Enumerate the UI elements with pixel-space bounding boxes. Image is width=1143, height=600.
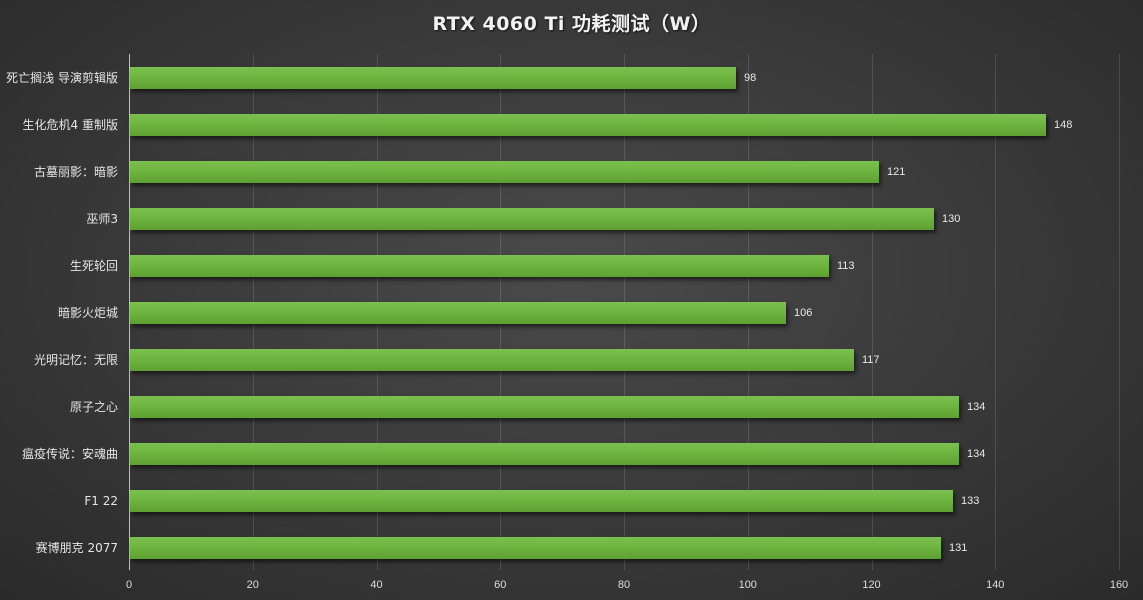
x-tick-label: 140 — [986, 579, 1005, 591]
bar — [130, 302, 786, 324]
bar — [130, 255, 829, 277]
bar-value-label: 134 — [967, 401, 986, 413]
gridline — [1119, 54, 1120, 570]
bar-value-label: 130 — [942, 213, 961, 225]
bar-value-label: 131 — [949, 542, 968, 554]
bar — [130, 208, 934, 230]
bar — [130, 490, 953, 512]
x-tick-label: 40 — [370, 579, 383, 591]
y-axis-line — [129, 54, 130, 570]
x-tick-label: 160 — [1109, 579, 1129, 591]
gridline — [995, 54, 996, 570]
bar-value-label: 121 — [887, 166, 906, 178]
x-tick-label: 80 — [617, 579, 631, 591]
bar — [130, 161, 879, 183]
bar-value-label: 134 — [967, 448, 986, 460]
category-label: 瘟疫传说：安魂曲 — [21, 447, 118, 461]
category-label: 生化危机4 重制版 — [22, 118, 118, 132]
bar-value-label: 117 — [862, 354, 880, 366]
bar-value-label: 148 — [1054, 119, 1073, 131]
category-label: 生死轮回 — [69, 259, 118, 273]
plot-area: 98 148 121 130 113 106 117 134 134 133 131 — [129, 54, 1120, 570]
x-tick-label: 20 — [246, 579, 259, 591]
bar — [130, 396, 959, 418]
bar-value-label: 98 — [744, 72, 757, 84]
bar-value-label: 133 — [961, 495, 980, 507]
x-tick-label: 100 — [738, 579, 757, 591]
category-label: 死亡搁浅 导演剪辑版 — [6, 71, 118, 85]
bar — [130, 443, 959, 465]
category-label: F1 22 — [84, 494, 118, 508]
bar — [130, 114, 1046, 136]
gridline — [872, 54, 873, 570]
bar — [130, 349, 854, 371]
x-tick-label: 0 — [125, 579, 133, 591]
x-tick-label: 60 — [494, 579, 507, 591]
chart-title: RTX 4060 Ti 功耗测试（W） — [432, 13, 711, 35]
category-label: 光明记忆：无限 — [33, 353, 118, 367]
bar-value-label: 106 — [794, 307, 813, 319]
bar — [130, 537, 941, 559]
category-label: 赛博朋克 2077 — [35, 541, 118, 555]
category-label: 古墓丽影：暗影 — [33, 165, 118, 179]
category-label: 原子之心 — [69, 400, 118, 414]
category-label: 暗影火炬城 — [57, 306, 118, 320]
category-label: 巫师3 — [86, 212, 118, 226]
x-tick-label: 120 — [862, 579, 881, 591]
bar-value-label: 113 — [837, 260, 855, 272]
bar — [130, 67, 736, 89]
